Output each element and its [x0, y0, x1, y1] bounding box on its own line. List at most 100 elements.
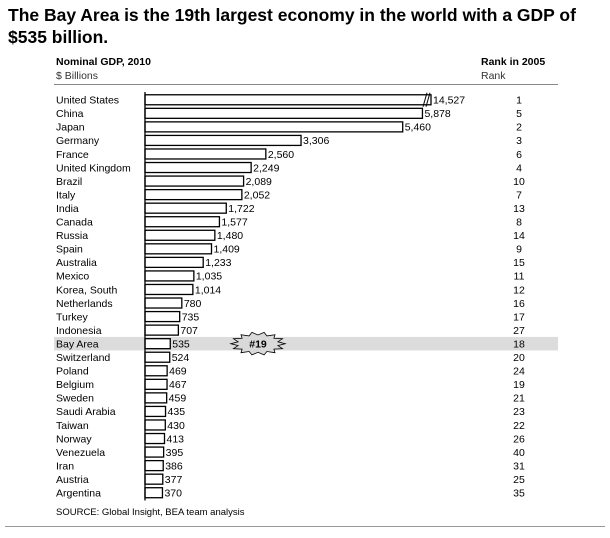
- value-label: 1,722: [228, 203, 254, 215]
- source-note: SOURCE: Global Insight, BEA team analysi…: [56, 507, 245, 518]
- rank-label: 17: [513, 311, 525, 323]
- country-label: Italy: [56, 189, 76, 201]
- value-label: 524: [172, 352, 190, 364]
- bar: [144, 175, 245, 187]
- country-label: China: [56, 108, 84, 120]
- rank-unit: Rank: [481, 70, 506, 82]
- value-label: 2,052: [244, 189, 270, 201]
- highlight-row: [54, 336, 558, 351]
- value-label: 413: [166, 433, 184, 445]
- bar: [144, 134, 302, 147]
- country-label: Switzerland: [56, 352, 110, 364]
- bar: [144, 94, 432, 106]
- value-label: 707: [180, 325, 198, 337]
- value-label: 5,460: [405, 122, 431, 134]
- gdp-header: Nominal GDP, 2010: [56, 56, 151, 68]
- bar: [144, 121, 404, 133]
- bar: [144, 446, 165, 458]
- country-label: Sweden: [56, 393, 94, 405]
- country-label: Norway: [56, 433, 92, 445]
- value-label: 2,249: [253, 162, 279, 174]
- country-label: Saudi Arabia: [56, 406, 116, 418]
- bar: [144, 459, 164, 472]
- bar: [144, 297, 183, 309]
- rank-label: 19: [513, 379, 525, 391]
- footer-rule: [5, 526, 605, 527]
- bar: [144, 473, 164, 485]
- rank-header: Rank in 2005: [481, 56, 546, 68]
- bar: [144, 405, 167, 418]
- country-label: Indonesia: [56, 325, 102, 337]
- rank-label: 10: [513, 176, 525, 188]
- country-label: Brazil: [56, 176, 82, 188]
- bar: [144, 432, 166, 445]
- rank-label: 5: [516, 108, 522, 120]
- rank-label: 3: [516, 135, 522, 147]
- bar: [144, 229, 216, 241]
- rank-callout-label: #19: [249, 338, 267, 350]
- value-label: 780: [184, 298, 202, 310]
- value-label: 469: [169, 366, 187, 378]
- rank-label: 22: [513, 420, 525, 432]
- country-label: Russia: [56, 230, 88, 242]
- country-label: Poland: [56, 366, 89, 378]
- country-label: Germany: [56, 135, 100, 147]
- value-label: 395: [166, 447, 184, 459]
- country-label: Spain: [56, 244, 83, 256]
- country-label: Iran: [56, 460, 74, 472]
- rank-label: 9: [516, 244, 522, 256]
- country-label: Argentina: [56, 488, 101, 500]
- bar: [144, 188, 243, 201]
- value-label: 370: [164, 488, 182, 500]
- country-label: Mexico: [56, 271, 89, 283]
- country-label: Australia: [56, 257, 97, 269]
- rank-label: 21: [513, 393, 525, 405]
- page-title: The Bay Area is the 19th largest economy…: [8, 5, 576, 47]
- bar: [144, 324, 180, 336]
- bar: [144, 148, 267, 160]
- rank-label: 24: [513, 366, 525, 378]
- value-label: 386: [165, 460, 183, 472]
- country-label: Turkey: [56, 311, 88, 323]
- country-label: France: [56, 149, 89, 161]
- country-label: Korea, South: [56, 284, 117, 296]
- rank-label: 6: [516, 149, 522, 161]
- bar: [144, 378, 168, 390]
- country-label: Japan: [56, 122, 85, 134]
- value-label: 2,560: [268, 149, 294, 161]
- rank-label: 7: [516, 189, 522, 201]
- rank-label: 27: [513, 325, 525, 337]
- bar: [144, 283, 194, 296]
- rank-label: 26: [513, 433, 525, 445]
- rank-label: 16: [513, 298, 525, 310]
- value-label: 1,233: [205, 257, 231, 269]
- rank-label: 40: [513, 447, 525, 459]
- bar: [144, 202, 227, 214]
- bar: [144, 161, 252, 174]
- value-label: 377: [165, 474, 183, 486]
- bar: [144, 351, 171, 363]
- country-label: Belgium: [56, 379, 94, 391]
- rank-label: 13: [513, 203, 525, 215]
- rank-callout-burst: [229, 331, 287, 356]
- bar: [144, 216, 221, 228]
- rank-label: 20: [513, 352, 525, 364]
- bar: [144, 338, 171, 350]
- value-label: 2,089: [246, 176, 272, 188]
- country-label: United States: [56, 95, 119, 107]
- value-label: 5,878: [424, 108, 450, 120]
- header-rule: [54, 84, 558, 85]
- rank-label: 2: [516, 122, 522, 134]
- value-label: 1,480: [217, 230, 243, 242]
- bar: [144, 107, 424, 119]
- bar: [144, 310, 181, 323]
- value-label: 1,409: [214, 244, 240, 256]
- rank-label: 31: [513, 460, 525, 472]
- bar: [144, 365, 168, 377]
- value-label: 3,306: [303, 135, 329, 147]
- country-label: Venezuela: [56, 447, 105, 459]
- rank-label: 35: [513, 488, 525, 500]
- country-label: United Kingdom: [56, 162, 131, 174]
- country-label: Taiwan: [56, 420, 89, 432]
